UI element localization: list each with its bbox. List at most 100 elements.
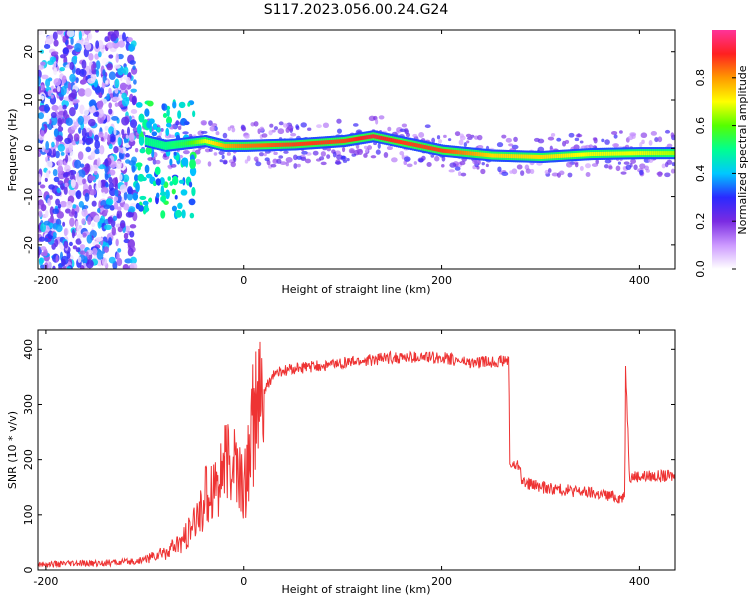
spectrogram-ridge-cell: [441, 148, 445, 153]
spectrogram-halo-cell: [387, 126, 392, 132]
spectrogram-noise-cell: [102, 69, 106, 76]
spectrogram-halo-cell: [615, 165, 621, 172]
spectrogram-x-tick-label: 0: [240, 274, 247, 287]
spectrogram-noise-cell: [138, 205, 144, 212]
spectrogram-ridge-cell: [593, 152, 598, 157]
spectrogram-noise-cell: [52, 265, 56, 269]
spectrogram-ridge-cell: [174, 142, 178, 147]
spectrogram-halo-cell: [441, 163, 445, 168]
spectrogram-ridge-cell: [249, 143, 254, 148]
spectrogram-ridge-cell: [639, 151, 643, 156]
spectrogram-noise-cell: [79, 244, 86, 249]
spectrogram-noise-cell: [100, 137, 104, 142]
spectrogram-halo-cell: [283, 150, 289, 154]
spectrogram-noise-cell: [38, 64, 45, 70]
spectrogram-halo-cell: [375, 118, 379, 125]
spectrogram-ridge-cell: [188, 140, 192, 145]
spectrogram-noise-cell: [71, 208, 76, 216]
spectrogram-noise-cell: [117, 136, 122, 146]
spectrogram-noise-cell: [82, 108, 89, 116]
spectrogram-ridge-cell: [453, 149, 457, 154]
spectrogram-halo-cell: [182, 131, 189, 135]
spectrogram-noise-cell: [52, 208, 60, 215]
spectrogram-halo-cell: [253, 121, 259, 127]
spectrogram-halo-cell: [644, 165, 649, 171]
spectrogram-ridge-cell: [621, 151, 625, 156]
spectrogram-halo-cell: [386, 146, 393, 151]
spectrogram-noise-cell: [129, 60, 136, 65]
spectrogram-noise-cell: [169, 181, 174, 186]
spectrogram-ridge-cell: [360, 136, 364, 141]
spectrogram-ridge-cell: [352, 137, 356, 142]
spectrogram-ridge-cell: [326, 140, 331, 145]
spectrogram-ridge-cell: [544, 154, 548, 159]
spectrogram-noise-cell: [131, 95, 136, 106]
spectrogram-noise-cell: [108, 102, 113, 109]
spectrogram-ridge-cell: [641, 151, 645, 156]
spectrogram-halo-cell: [195, 158, 202, 165]
spectrogram-ridge-cell: [483, 152, 487, 157]
spectrogram-y-tick-label: -10: [22, 188, 35, 206]
spectrogram-noise-cell: [66, 266, 71, 269]
spectrogram-halo-cell: [182, 150, 190, 155]
spectrogram-ridge-cell: [332, 139, 337, 144]
spectrogram-x-tick-label: -200: [33, 274, 58, 287]
spectrogram-halo-cell: [259, 126, 265, 132]
spectrogram-noise-cell: [144, 203, 149, 213]
spectrogram-noise-cell: [87, 118, 96, 127]
spectrogram-noise-cell: [88, 130, 93, 138]
spectrogram-noise-cell: [169, 158, 173, 166]
spectrogram-noise-cell: [40, 222, 47, 233]
spectrogram-halo-cell: [595, 158, 599, 165]
spectrogram-halo-cell: [150, 156, 156, 161]
spectrogram-noise-cell: [73, 133, 80, 142]
spectrogram-noise-cell: [38, 112, 45, 120]
spectrogram-halo-cell: [664, 172, 671, 178]
spectrogram-halo-cell: [431, 137, 436, 144]
spectrogram-halo-cell: [664, 161, 669, 168]
spectrogram-halo-cell: [434, 155, 440, 162]
spectrogram-noise-cell: [102, 257, 108, 266]
spectrogram-ridge-cell: [552, 154, 556, 159]
spectrogram-halo-cell: [227, 126, 232, 131]
spectrogram-halo-cell: [336, 118, 342, 124]
spectrogram-noise-cell: [135, 102, 143, 108]
spectrogram-halo-cell: [300, 156, 307, 162]
spectrogram-noise-cell: [129, 256, 137, 265]
spectrogram-ridge-cell: [208, 140, 212, 145]
spectrogram-ridge-cell: [631, 151, 635, 156]
spectrogram-ridge-cell: [372, 134, 376, 139]
spectrogram-noise-cell: [77, 115, 85, 126]
spectrogram-noise-cell: [121, 97, 130, 107]
spectrogram-noise-cell: [64, 182, 69, 188]
spectrogram-ridge-cell: [554, 154, 558, 159]
spectrogram-noise-cell: [65, 200, 73, 209]
spectrogram-halo-cell: [175, 119, 180, 126]
spectrogram-ridge-cell: [629, 151, 633, 156]
spectrogram-ridge-cell: [392, 138, 396, 143]
spectrogram-noise-cell: [96, 100, 104, 110]
spectrogram-halo-cell: [472, 159, 480, 165]
spectrogram-noise-cell: [38, 151, 42, 157]
spectrogram-ridge-cell: [342, 139, 347, 144]
spectrogram-noise-cell: [55, 135, 64, 142]
spectrogram-noise-cell: [85, 146, 92, 153]
spectrogram-noise-cell: [108, 54, 114, 59]
spectrogram-halo-cell: [218, 150, 225, 155]
spectrogram-noise-cell: [97, 208, 101, 214]
spectrogram-ridge-cell: [431, 146, 436, 151]
spectrogram-halo-cell: [449, 162, 457, 168]
spectrogram-halo-cell: [608, 165, 613, 170]
spectrogram-halo-cell: [566, 161, 573, 168]
spectrogram-noise-cell: [55, 150, 60, 159]
spectrogram-halo-cell: [619, 130, 623, 134]
spectrogram-noise-cell: [113, 202, 119, 210]
spectrogram-noise-cell: [71, 89, 78, 100]
spectrogram-noise-cell: [53, 128, 59, 138]
spectrogram-noise-cell: [60, 151, 65, 156]
spectrogram-ridge-cell: [605, 151, 610, 156]
spectrogram-halo-cell: [288, 125, 292, 130]
spectrogram-noise-cell: [113, 30, 120, 39]
snr-x-label: Height of straight line (km): [281, 583, 430, 596]
snr-y-tick-label: 400: [22, 339, 35, 360]
